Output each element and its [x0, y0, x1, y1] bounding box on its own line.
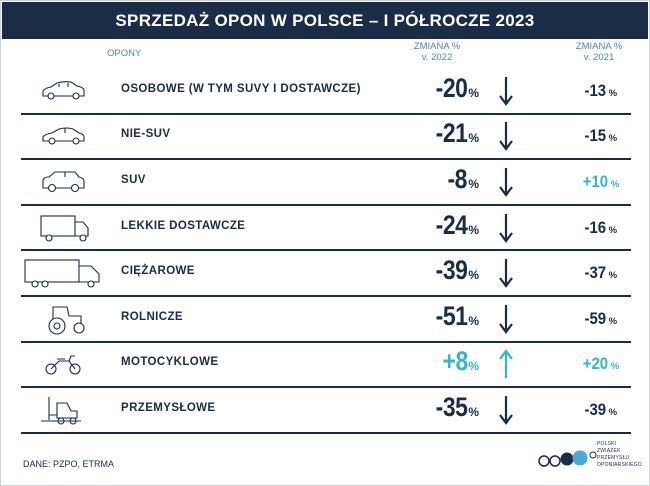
- percent-sign: %: [468, 359, 479, 374]
- change-2021-number: -39: [584, 400, 607, 419]
- percent-sign: %: [468, 177, 479, 191]
- column-header-2022-line2: v. 2022: [421, 52, 453, 63]
- percent-sign: %: [608, 224, 618, 236]
- column-header-2021-line1: ZMIANA %: [575, 41, 623, 52]
- source-note: DANE: PZPO, ETRMA: [23, 459, 115, 469]
- motorcycle-icon: [21, 347, 105, 381]
- change-2021-value: -37%: [565, 263, 635, 283]
- arrow-down-icon: [498, 304, 514, 334]
- change-2022-number: -8: [447, 164, 468, 194]
- change-2022-value: -24%: [389, 210, 479, 241]
- arrow-down-icon: [498, 167, 514, 197]
- change-2022-value: -39%: [389, 255, 479, 286]
- category-label: LEKKIE DOSTAWCZE: [121, 219, 246, 232]
- change-2021-value: +10%: [565, 172, 635, 192]
- row-separator: [21, 340, 631, 343]
- change-2022-value: -21%: [389, 118, 479, 149]
- category-label: MOTOCYKLOWE: [121, 356, 219, 369]
- change-2022-number: -51: [435, 300, 468, 331]
- arrow-up-icon: [498, 349, 514, 379]
- change-2021-value: -15%: [565, 126, 635, 146]
- arrow-down-icon: [498, 76, 514, 106]
- title-bar: SPRZEDAŻ OPON W POLSCE – I PÓŁROCZE 2023: [2, 2, 648, 39]
- change-2022-number: -39: [435, 255, 468, 286]
- change-2022-number: -35: [435, 392, 468, 422]
- percent-sign: %: [610, 361, 620, 373]
- change-2021-number: +20: [582, 354, 608, 374]
- change-2022-number: +8: [442, 346, 468, 377]
- change-2021-number: -59: [584, 308, 607, 328]
- column-header-2022-line1: ZMIANA %: [413, 41, 461, 52]
- change-2022-value: -51%: [389, 301, 479, 332]
- car-icon: [21, 74, 105, 108]
- category-label: ROLNICZE: [121, 310, 183, 323]
- column-header-2021-line2: v. 2021: [583, 52, 615, 63]
- percent-sign: %: [468, 405, 479, 419]
- arrow-down-icon: [498, 395, 514, 425]
- change-2021-number: -13: [584, 80, 607, 100]
- van-truck-icon: [21, 211, 105, 245]
- change-2021-value: +20%: [565, 354, 635, 374]
- truck-icon: [21, 256, 105, 290]
- change-2021-value: -16%: [565, 218, 635, 238]
- percent-sign: %: [608, 270, 618, 282]
- change-2022-value: +8%: [389, 346, 479, 377]
- change-2021-number: -15: [584, 126, 607, 146]
- chart-title: SPRZEDAŻ OPON W POLSCE – I PÓŁROCZE 2023: [115, 11, 535, 30]
- logo-text: POLSKI ZWIĄZEK PRZEMYSŁU OPONIARSKIEGO: [597, 441, 642, 469]
- change-2022-value: -8%: [389, 164, 479, 195]
- logo-line: ZWIĄZEK: [597, 448, 621, 454]
- percent-sign: %: [608, 87, 618, 99]
- change-2021-value: -39%: [565, 400, 635, 420]
- change-2022-value: -20%: [389, 73, 479, 104]
- row-separator: [21, 386, 631, 389]
- percent-sign: %: [468, 85, 479, 100]
- sedan-icon: [21, 119, 105, 153]
- percent-sign: %: [468, 313, 479, 328]
- change-2021-number: +10: [582, 172, 608, 191]
- percent-sign: %: [608, 133, 618, 145]
- category-label: SUV: [121, 174, 146, 186]
- row-separator: [21, 431, 631, 434]
- arrow-down-icon: [498, 258, 514, 289]
- category-label: CIĘŻAROWE: [121, 265, 195, 278]
- column-header-opony: OPONY: [107, 48, 142, 59]
- change-2022-number: -21: [435, 118, 468, 149]
- pzpo-logo: POLSKI ZWIĄZEK PRZEMYSŁU OPONIARSKIEGO: [537, 441, 642, 475]
- arrow-down-icon: [498, 213, 514, 243]
- change-2022-number: -20: [435, 72, 468, 103]
- logo-circles-icon: [538, 450, 597, 467]
- category-label: PRZEMYSŁOWE: [121, 402, 216, 414]
- percent-sign: %: [608, 407, 618, 418]
- column-header-change-2022: ZMIANA % v. 2022: [399, 41, 475, 63]
- logo-line: OPONIARSKIEGO: [597, 462, 642, 468]
- change-2022-number: -24: [435, 209, 468, 240]
- row-separator: [21, 249, 631, 252]
- arrow-down-icon: [498, 121, 514, 152]
- change-2021-number: -16: [584, 217, 607, 237]
- logo-line: POLSKI: [597, 441, 617, 447]
- category-label: OSOBOWE (W TYM SUVY I DOSTAWCZE): [121, 82, 361, 95]
- row-separator: [21, 158, 631, 161]
- logo-line: PRZEMYSŁU: [597, 455, 630, 461]
- percent-sign: %: [468, 131, 479, 146]
- percent-sign: %: [608, 315, 618, 327]
- percent-sign: %: [468, 222, 479, 237]
- row-separator: [21, 203, 631, 206]
- column-header-change-2021: ZMIANA % v. 2021: [561, 41, 637, 63]
- percent-sign: %: [610, 179, 620, 190]
- row-separator: [21, 295, 631, 297]
- change-2021-value: -13%: [565, 81, 635, 101]
- suv-icon: [21, 165, 105, 199]
- row-separator: [21, 112, 631, 115]
- change-2021-number: -37: [584, 263, 607, 283]
- change-2021-value: -59%: [565, 309, 635, 329]
- tractor-icon: [21, 302, 105, 336]
- change-2022-value: -35%: [389, 392, 479, 423]
- category-label: NIE-SUV: [121, 128, 171, 141]
- forklift-icon: [21, 393, 105, 427]
- percent-sign: %: [468, 268, 479, 283]
